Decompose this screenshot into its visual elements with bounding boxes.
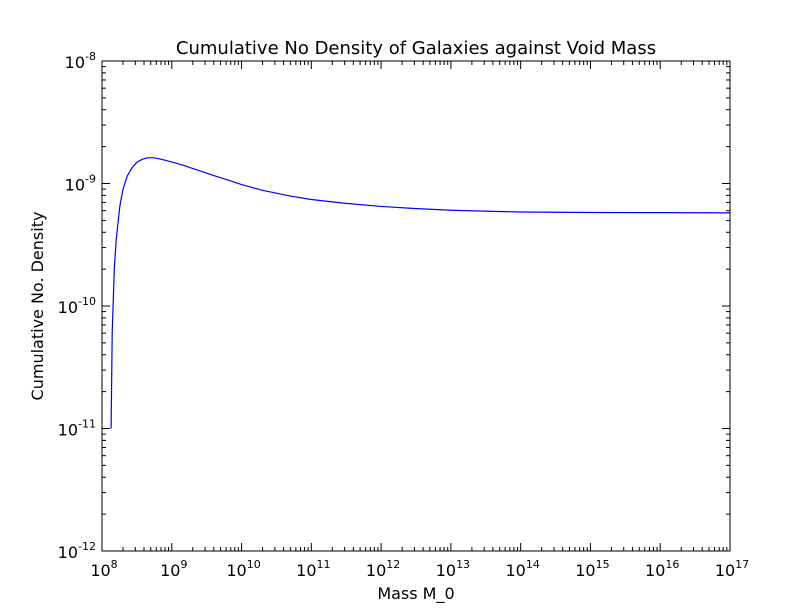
x-tick-exponent: 8 — [111, 558, 118, 571]
x-tick-exponent: 12 — [386, 558, 400, 571]
x-tick-base: 10 — [296, 561, 316, 580]
x-tick-label: 1015 — [575, 558, 609, 580]
x-tick-label: 1016 — [645, 558, 679, 580]
x-tick-base: 10 — [436, 561, 456, 580]
x-tick-label: 1012 — [366, 558, 400, 580]
y-tick-base: 10 — [65, 176, 85, 195]
x-tick-label: 109 — [160, 558, 187, 580]
x-tick-exponent: 15 — [596, 558, 610, 571]
y-tick-base: 10 — [58, 421, 78, 440]
y-tick-label: 10-11 — [58, 418, 96, 440]
x-tick-exponent: 16 — [665, 558, 679, 571]
x-tick-exponent: 9 — [180, 558, 187, 571]
plot-frame — [101, 60, 731, 552]
y-tick-label: 10-8 — [65, 50, 96, 72]
y-tick-exponent: -10 — [78, 295, 96, 308]
x-tick-exponent: 11 — [317, 558, 331, 571]
y-tick-label: 10-9 — [65, 173, 96, 195]
x-tick-exponent: 10 — [247, 558, 261, 571]
x-tick-base: 10 — [90, 561, 110, 580]
y-tick-exponent: -8 — [85, 50, 96, 63]
y-tick-exponent: -12 — [78, 540, 96, 553]
y-tick-label: 10-12 — [58, 540, 96, 562]
series-layer — [110, 157, 731, 429]
x-tick-base: 10 — [505, 561, 525, 580]
x-tick-label: 1017 — [715, 558, 749, 580]
y-tick-exponent: -11 — [78, 418, 96, 431]
x-tick-base: 10 — [160, 561, 180, 580]
x-tick-exponent: 13 — [456, 558, 470, 571]
y-tick-base: 10 — [58, 543, 78, 562]
x-tick-base: 10 — [226, 561, 246, 580]
series-line — [110, 157, 731, 429]
y-tick-exponent: -9 — [85, 173, 96, 186]
y-tick-base: 10 — [58, 298, 78, 317]
x-tick-label: 1013 — [436, 558, 470, 580]
x-tick-label: 1010 — [226, 558, 260, 580]
x-tick-base: 10 — [645, 561, 665, 580]
x-tick-exponent: 14 — [526, 558, 540, 571]
y-tick-base: 10 — [65, 53, 85, 72]
x-tick-base: 10 — [715, 561, 735, 580]
x-tick-label: 1014 — [505, 558, 539, 580]
x-tick-label: 108 — [90, 558, 117, 580]
chart-title: Cumulative No Density of Galaxies agains… — [176, 38, 656, 59]
x-tick-base: 10 — [366, 561, 386, 580]
y-tick-label: 10-10 — [58, 295, 96, 317]
x-axis-label: Mass M_0 — [377, 584, 454, 604]
x-tick-exponent: 17 — [735, 558, 749, 571]
x-tick-label: 1011 — [296, 558, 330, 580]
y-axis-label: Cumulative No. Density — [28, 212, 47, 401]
x-tick-base: 10 — [575, 561, 595, 580]
